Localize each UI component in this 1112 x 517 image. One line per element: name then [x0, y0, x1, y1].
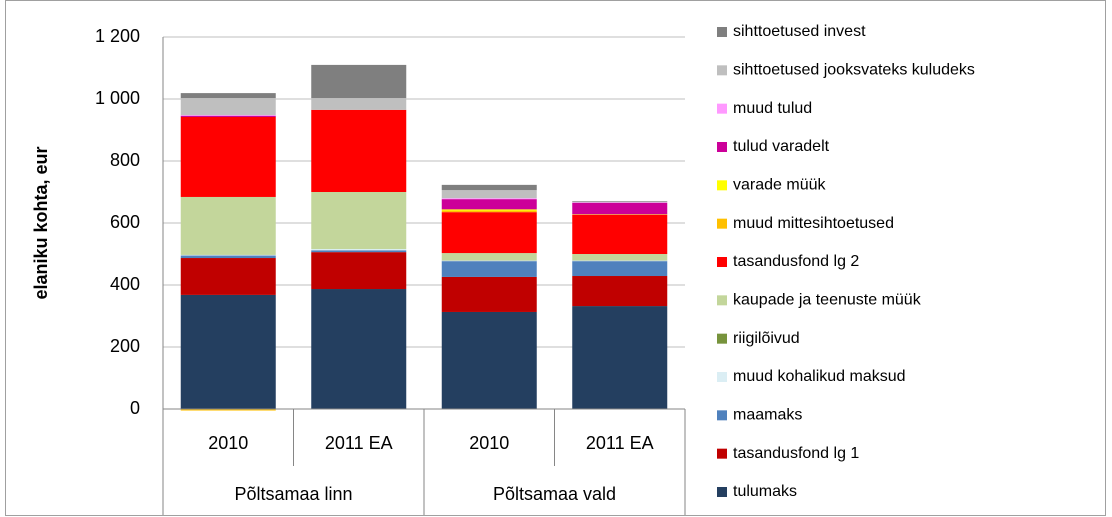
- bar-segment: [180, 294, 276, 409]
- legend-label: tulud varadelt: [733, 138, 830, 155]
- legend-label: tasandusfond lg 2: [733, 253, 859, 270]
- bar-segment: [441, 184, 537, 191]
- bar-segment: [180, 115, 276, 116]
- x-tick-label: 2011 EA: [586, 433, 654, 453]
- bar-segment: [180, 115, 276, 117]
- y-tick-label: 0: [130, 398, 140, 418]
- bar-segment: [572, 254, 668, 261]
- legend-swatch: [717, 142, 727, 152]
- legend-swatch: [717, 65, 727, 76]
- group-label: Põltsamaa linn: [234, 484, 352, 504]
- legend-swatch: [717, 180, 727, 191]
- bar-segment: [180, 93, 276, 99]
- bar-segment: [441, 311, 537, 409]
- legend-label: tulumaks: [733, 483, 797, 500]
- legend-label: tasandusfond lg 1: [733, 445, 859, 462]
- legend-label: muud kohalikud maksud: [733, 368, 906, 385]
- legend-swatch: [717, 257, 727, 267]
- x-tick-label: 2010: [469, 433, 509, 453]
- bar-segment: [441, 261, 537, 277]
- bar-segment: [311, 249, 407, 251]
- bar-segment: [572, 306, 668, 409]
- legend-swatch: [717, 487, 727, 497]
- legend-label: kaupade ja teenuste müük: [733, 292, 922, 309]
- legend-label: maamaks: [733, 407, 802, 424]
- y-tick-label: 200: [110, 336, 140, 356]
- bar-segment: [441, 209, 537, 211]
- legend-swatch: [717, 103, 727, 114]
- legend-label: muud mittesihtoetused: [733, 215, 894, 232]
- x-tick-label: 2011 EA: [325, 433, 393, 453]
- bar-segment: [180, 409, 276, 411]
- bar-segment: [441, 198, 537, 200]
- bar-segment: [311, 289, 407, 409]
- legend-label: sihttoetused invest: [733, 23, 866, 40]
- bar-segment: [180, 258, 276, 295]
- bar-segment: [572, 276, 668, 307]
- legend-swatch: [717, 372, 727, 382]
- bar-segment: [572, 201, 668, 203]
- bar-segment: [572, 202, 668, 203]
- bar-segment: [311, 252, 407, 290]
- bar-segment: [441, 260, 537, 262]
- y-axis-title: elaniku kohta, eur: [31, 146, 51, 299]
- bar-segment: [311, 250, 407, 253]
- bar-segment: [441, 276, 537, 312]
- legend-label: muud tulud: [733, 100, 812, 117]
- y-tick-label: 600: [110, 212, 140, 232]
- y-tick-label: 1 000: [95, 88, 140, 108]
- bar-segment: [572, 202, 668, 215]
- legend-swatch: [717, 410, 727, 421]
- legend-label: sihttoetused jooksvateks kuludeks: [733, 62, 975, 79]
- legend-swatch: [717, 295, 727, 306]
- legend-swatch: [717, 27, 727, 37]
- bar-segment: [441, 253, 537, 261]
- y-tick-label: 1 200: [95, 26, 140, 46]
- legend-label: varade müük: [733, 177, 826, 194]
- chart-frame: [5, 0, 1106, 516]
- bar-segment: [180, 116, 276, 197]
- bar-segment: [572, 261, 668, 277]
- bar-segment: [441, 190, 537, 199]
- legend-swatch: [717, 218, 727, 229]
- bar-segment: [572, 214, 668, 215]
- bar-segment: [311, 98, 407, 110]
- bar-segment: [311, 64, 407, 99]
- bar-segment: [572, 214, 668, 254]
- bar-segment: [311, 192, 407, 250]
- legend-swatch: [717, 448, 727, 459]
- bar-segment: [311, 109, 407, 192]
- legend-label: riigilõivud: [733, 330, 800, 347]
- y-tick-label: 800: [110, 150, 140, 170]
- bar-segment: [441, 210, 537, 213]
- x-tick-label: 2010: [208, 433, 248, 453]
- legend-swatch: [717, 333, 727, 344]
- bar-segment: [572, 260, 668, 262]
- bar-segment: [441, 212, 537, 254]
- bar-segment: [180, 255, 276, 259]
- bar-segment: [180, 254, 276, 256]
- bar-segment: [180, 98, 276, 116]
- bar-segment: [180, 196, 276, 255]
- y-tick-label: 400: [110, 274, 140, 294]
- bar-segment: [441, 199, 537, 210]
- group-label: Põltsamaa vald: [493, 484, 616, 504]
